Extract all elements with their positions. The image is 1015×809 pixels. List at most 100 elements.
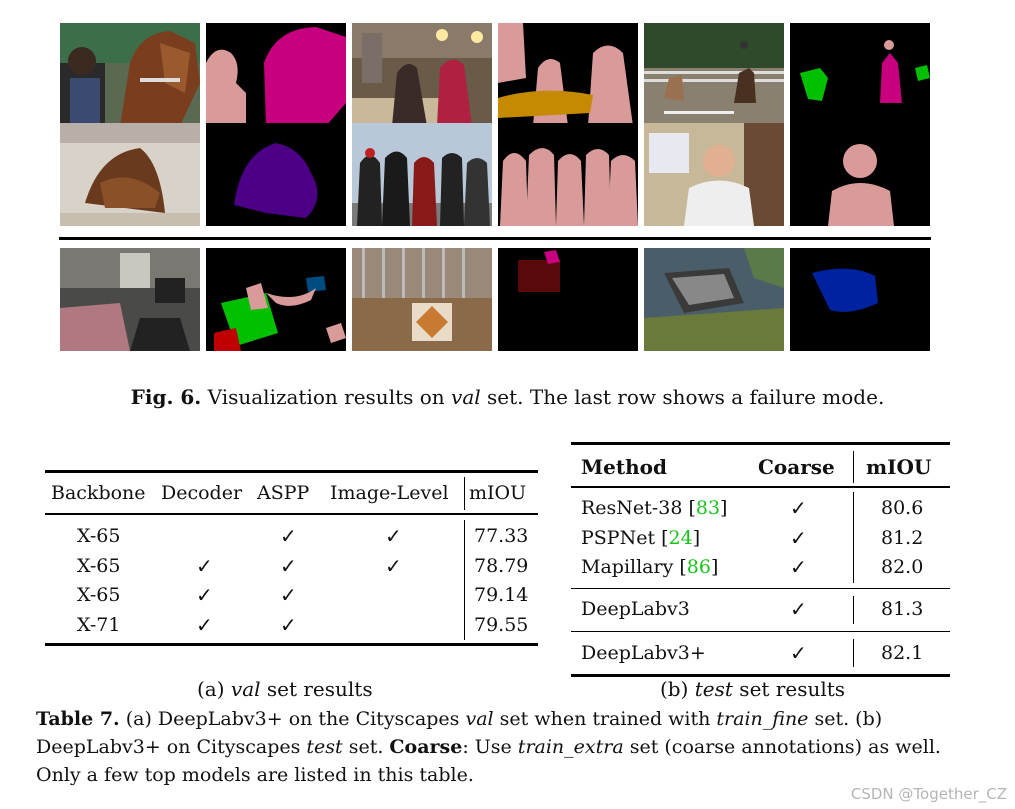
table-a-row1-miou: 77.33	[474, 525, 529, 547]
photo-dogs-bed	[60, 123, 200, 226]
table-b-row4-miou: 81.3	[881, 598, 924, 620]
table-a-row4-aspp-check: ✓	[280, 613, 297, 637]
figure-caption-label: Fig. 6.	[130, 385, 202, 409]
table-caption-text-3: set. (b) DeepLabv3+ on Cityscapes	[36, 708, 883, 758]
table-b-body-vrule-3	[853, 639, 854, 667]
table-b-body-vrule-2	[853, 596, 854, 624]
table-a-header-backbone: Backbone	[51, 482, 146, 504]
table-b-mid-rule-1	[571, 588, 950, 589]
table-caption-text-6: set (coarse annotations) as well. Only a…	[36, 736, 941, 786]
table-b-row3-method: Mapillary [86]	[581, 556, 719, 578]
table-caption-text-4: set.	[342, 736, 390, 758]
table-a-subcaption-text-2: set results	[260, 677, 373, 701]
table-a-row4-decoder-check: ✓	[196, 613, 213, 637]
table-b-row5-coarse-check: ✓	[790, 641, 807, 665]
figure-caption-italic: val	[451, 385, 481, 409]
table-b-row5-method: DeepLabv3+	[581, 642, 706, 664]
table-b-row2-miou: 81.2	[881, 527, 924, 549]
table-a-bottom-rule	[45, 643, 538, 646]
watermark: CSDN @Together_CZ	[850, 785, 1007, 803]
table-caption-italic-1: val	[465, 708, 494, 730]
table-b-subcaption: (b) test set results	[660, 677, 845, 701]
table-caption-text-2: set when trained with	[493, 708, 717, 730]
table-b-row4-coarse-check: ✓	[790, 597, 807, 621]
table-b-row1-method-name: ResNet-38	[581, 497, 683, 519]
photo-girl-horse	[60, 23, 200, 126]
photo-car-river	[644, 248, 784, 351]
table-b-top-rule	[571, 442, 950, 445]
table-b-row4-method: DeepLabv3	[581, 598, 690, 620]
table-b-header-rule	[571, 486, 950, 488]
table-b-subcaption-text-2: set results	[732, 677, 846, 701]
table-a-row2-decoder-check: ✓	[196, 554, 213, 578]
table-caption-bold-coarse: Coarse	[389, 736, 463, 758]
table-b-mid-rule-2	[571, 631, 950, 632]
table-a-row2-miou: 78.79	[474, 555, 529, 577]
table-a-header-decoder: Decoder	[161, 482, 243, 504]
table-b-row2-method: PSPNet [24]	[581, 527, 701, 549]
table-b-row1-miou: 80.6	[881, 497, 924, 519]
table-a-row2-backbone: X-65	[77, 555, 121, 577]
photo-living-room	[60, 248, 200, 351]
table-b-subcaption-text-1: (b)	[660, 677, 695, 701]
table-b-row3-coarse-check: ✓	[790, 555, 807, 579]
failure-row-separator	[59, 237, 931, 240]
table-a-row4-backbone: X-71	[77, 614, 121, 636]
table-a-row3-decoder-check: ✓	[196, 583, 213, 607]
mask-dining-people	[498, 23, 638, 126]
table-a-row1-backbone: X-65	[77, 525, 121, 547]
mask-rodeo	[790, 23, 930, 126]
mask-dogs-bed	[206, 123, 346, 226]
table-caption-text-1: (a) DeepLabv3+ on the Cityscapes	[119, 708, 466, 730]
table-a-row3-backbone: X-65	[77, 584, 121, 606]
mask-group-men	[498, 123, 638, 226]
table-b-header-method: Method	[581, 455, 667, 479]
table-b-row1-cite[interactable]: 83	[695, 497, 721, 519]
table-b-bottom-rule	[571, 674, 950, 677]
table-caption-text-5: : Use	[462, 736, 518, 758]
table-a-row4-miou: 79.55	[474, 614, 529, 636]
photo-stable-door	[352, 248, 492, 351]
photo-rodeo	[644, 23, 784, 126]
table-b-row2-cite[interactable]: 24	[668, 527, 693, 549]
photo-dining-people	[352, 23, 492, 126]
figure-caption-text-2: set. The last row shows a failure mode.	[480, 385, 885, 409]
mask-girl-horse	[206, 23, 346, 126]
table-b-row1-method: ResNet-38 [83]	[581, 497, 728, 519]
table-a-row1-image-level-check: ✓	[385, 524, 402, 548]
table-caption-label: Table 7.	[36, 708, 120, 730]
table-b-row2-method-name: PSPNet	[581, 527, 656, 549]
table-caption: Table 7. (a) DeepLabv3+ on the Cityscape…	[36, 705, 966, 789]
table-caption-italic-2: train_fine	[716, 708, 809, 730]
table-a-row1-aspp-check: ✓	[280, 524, 297, 548]
photo-boy-thumbs	[644, 123, 784, 226]
table-a-header-vrule	[464, 477, 465, 510]
figure-caption-text-1: Visualization results on	[201, 385, 452, 409]
table-caption-italic-3: test	[306, 736, 343, 758]
table-b-row2-coarse-check: ✓	[790, 526, 807, 550]
mask-living-room	[206, 248, 346, 351]
table-b-row5-miou: 82.1	[881, 642, 924, 664]
table-b-header-coarse: Coarse	[758, 455, 835, 479]
table-a-body-vrule	[464, 520, 465, 640]
table-b-row1-coarse-check: ✓	[790, 496, 807, 520]
table-a-header-rule	[45, 513, 538, 515]
figure-caption: Fig. 6. Visualization results on val set…	[0, 385, 1015, 409]
table-a-header-image-level: Image-Level	[330, 482, 449, 504]
mask-stable-door	[498, 248, 638, 351]
table-b-row3-cite[interactable]: 86	[686, 556, 711, 578]
table-b-row3-miou: 82.0	[881, 556, 924, 578]
table-caption-italic-4: train_extra	[517, 736, 624, 758]
table-a-subcaption: (a) val set results	[197, 677, 373, 701]
table-a-row2-aspp-check: ✓	[280, 554, 297, 578]
mask-boy-thumbs	[790, 123, 930, 226]
table-a-top-rule	[45, 470, 538, 473]
table-a-header-miou: mIOU	[469, 482, 527, 504]
table-b-header-miou: mIOU	[866, 455, 932, 479]
table-b-subcaption-italic: test	[694, 677, 733, 701]
table-b-header-vrule	[853, 451, 854, 483]
table-a-header-aspp: ASPP	[257, 482, 310, 504]
mask-car-river	[790, 248, 930, 351]
table-a-row3-miou: 79.14	[474, 584, 529, 606]
table-b-body-vrule-1	[853, 492, 854, 583]
